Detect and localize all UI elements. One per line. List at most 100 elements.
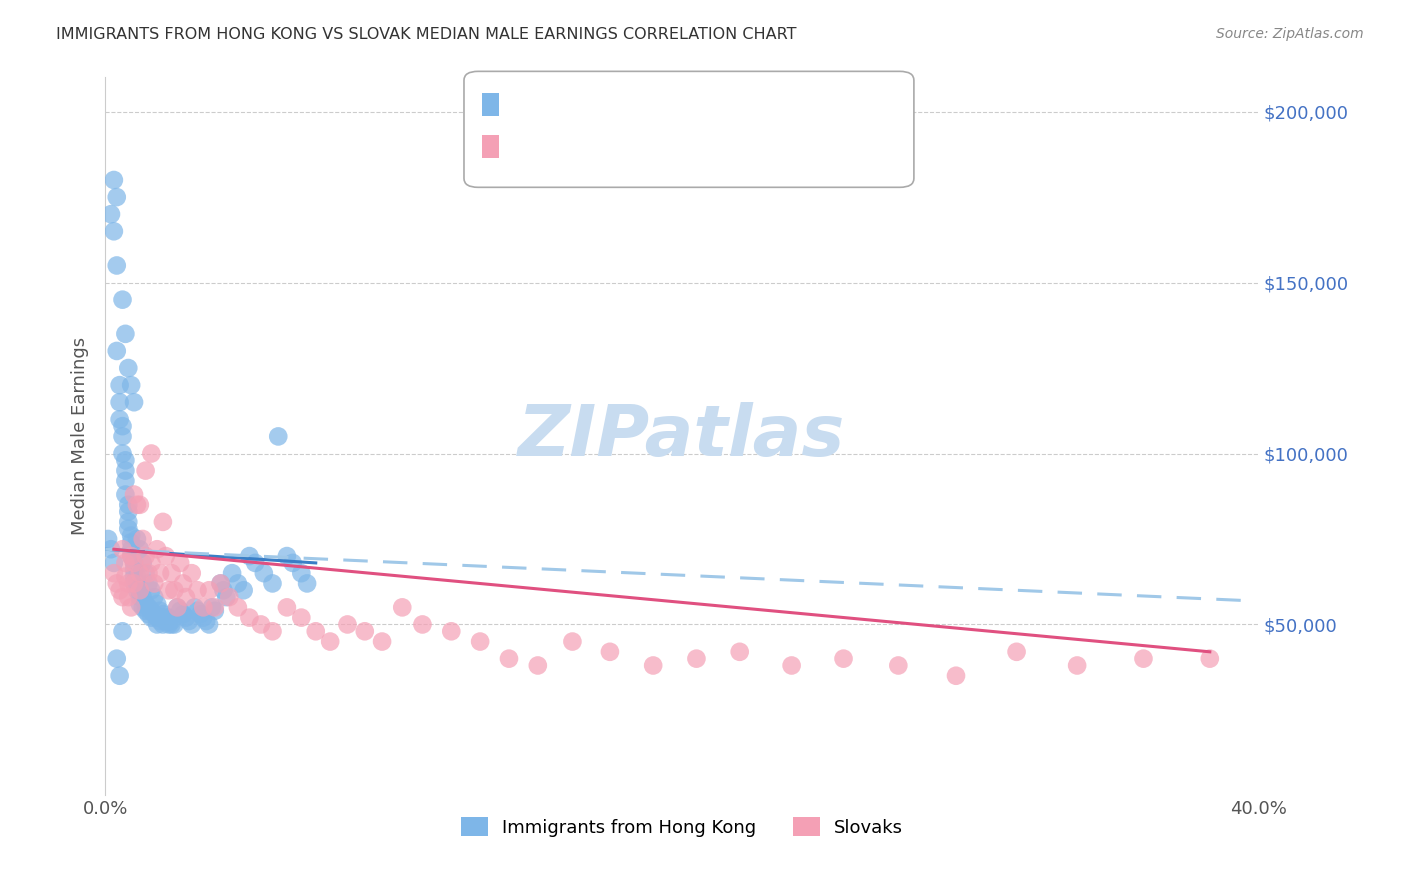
Point [114,464,136,478]
Point [180,566,202,581]
Point [128,498,150,512]
Point [105,190,128,204]
Point [186,604,208,618]
Text: R = -0.398   N =  73: R = -0.398 N = 73 [503,136,702,154]
Point [105,651,128,665]
Point [212,583,235,598]
Point [295,576,318,591]
Point [143,576,166,591]
Point [114,556,136,570]
Point [177,614,200,628]
Point [117,590,139,604]
Point [267,429,290,443]
Point [105,576,128,591]
Point [111,429,134,443]
Point [122,556,145,570]
Point [157,583,180,598]
Point [195,614,218,628]
Point [180,617,202,632]
Point [193,600,215,615]
Point [141,604,163,618]
Point [135,464,157,478]
Point [238,610,260,624]
Point [250,617,273,632]
Point [125,576,148,591]
Point [215,590,238,604]
Point [111,446,134,460]
Point [440,624,463,639]
Point [117,522,139,536]
Y-axis label: Median Male Earnings: Median Male Earnings [72,337,89,535]
Point [253,566,276,581]
Text: IMMIGRANTS FROM HONG KONG VS SLOVAK MEDIAN MALE EARNINGS CORRELATION CHART: IMMIGRANTS FROM HONG KONG VS SLOVAK MEDI… [56,27,797,42]
Point [122,569,145,583]
Point [128,583,150,598]
Point [155,610,177,624]
Point [114,487,136,501]
Point [468,634,491,648]
Point [138,566,160,581]
Point [117,498,139,512]
Point [157,617,180,632]
Point [232,583,254,598]
Text: R = -0.038   N = 106: R = -0.038 N = 106 [503,95,707,112]
Point [143,607,166,622]
Point [120,542,142,557]
Point [146,542,169,557]
Point [172,576,194,591]
Point [135,549,157,563]
Point [152,607,174,622]
Legend: Immigrants from Hong Kong, Slovaks: Immigrants from Hong Kong, Slovaks [454,810,911,844]
Point [281,556,304,570]
Point [1066,658,1088,673]
Point [276,600,298,615]
Point [125,569,148,583]
Point [371,634,394,648]
Point [120,549,142,563]
Point [1198,651,1220,665]
Point [128,590,150,604]
Point [198,617,221,632]
Point [117,576,139,591]
Point [105,343,128,358]
Point [305,624,328,639]
Point [290,566,312,581]
Point [391,600,413,615]
Point [122,563,145,577]
Point [111,624,134,639]
Point [128,597,150,611]
Point [204,604,226,618]
Point [149,604,172,618]
Point [100,542,122,557]
Point [117,361,139,376]
Point [945,669,967,683]
Point [336,617,359,632]
Point [163,583,186,598]
Point [198,583,221,598]
Point [125,498,148,512]
Point [353,624,375,639]
Point [138,600,160,615]
Point [117,515,139,529]
Point [120,378,142,392]
Point [111,590,134,604]
Point [120,549,142,563]
Point [103,224,125,238]
Point [108,395,131,409]
Point [111,419,134,434]
Point [122,576,145,591]
Point [166,600,188,615]
Point [498,651,520,665]
Point [122,556,145,570]
Point [103,173,125,187]
Point [174,610,197,624]
Point [218,590,240,604]
Point [262,576,284,591]
Point [411,617,433,632]
Point [108,412,131,426]
Point [290,610,312,624]
Point [152,515,174,529]
Point [97,532,120,546]
Point [143,590,166,604]
Point [262,624,284,639]
